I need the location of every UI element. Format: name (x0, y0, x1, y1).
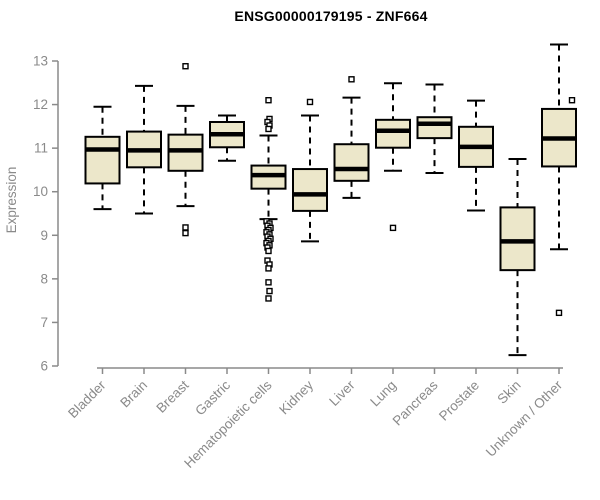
outlier-point (182, 63, 189, 70)
outlier-point (555, 309, 563, 317)
category-label: Pancreas (390, 377, 441, 428)
y-tick-label: 6 (40, 358, 48, 373)
category-label: Unknown / Other (483, 377, 566, 460)
category-label: Prostate (436, 378, 482, 424)
y-tick-label: 7 (40, 315, 48, 330)
box-group-prostate (458, 99, 494, 212)
iqr-box (167, 133, 204, 172)
iqr-box (375, 118, 411, 149)
category-label: Kidney (276, 377, 316, 417)
iqr-box (499, 206, 536, 272)
box-group-kidney (292, 98, 328, 243)
outlier-point (265, 295, 272, 302)
iqr-box (84, 135, 121, 185)
box-group-skin (499, 158, 536, 357)
category-label: Breast (153, 377, 191, 415)
y-tick-label: 12 (33, 97, 48, 112)
chart-title: ENSG00000179195 - ZNF664 (234, 8, 428, 24)
outlier-point (306, 98, 314, 106)
outlier-point (182, 224, 189, 231)
outlier-point (389, 224, 397, 232)
box-group-pancreas (416, 83, 453, 174)
outlier-point (348, 76, 355, 83)
outlier-point (568, 97, 576, 104)
category-label: Liver (326, 377, 358, 409)
category-label: Lung (367, 378, 399, 410)
box-group-lung (375, 82, 411, 232)
y-tick-label: 13 (33, 54, 48, 69)
category-label: Bladder (65, 377, 109, 421)
y-tick-label: 9 (40, 228, 48, 243)
outlier-point (265, 247, 272, 255)
category-label: Gastric (192, 377, 233, 418)
category-label: Skin (494, 378, 523, 407)
box-group-breast (167, 63, 204, 237)
outlier-point (265, 97, 272, 104)
y-tick-label: 11 (34, 141, 48, 156)
iqr-box (416, 116, 453, 140)
y-tick-label: 8 (40, 271, 48, 286)
box-group-bladder (84, 105, 121, 211)
category-label: Brain (117, 378, 150, 411)
outlier-point (265, 125, 272, 133)
box-group-liver (333, 76, 370, 199)
box-group-hematopoietic-cells (250, 97, 287, 302)
outlier-point (182, 229, 189, 237)
outlier-point (265, 279, 272, 286)
outlier-point (265, 265, 272, 272)
box-group-unknown-other (541, 43, 577, 317)
outlier-point (266, 287, 273, 295)
y-axis-title: Expression (4, 167, 19, 234)
y-tick-label: 10 (33, 184, 48, 199)
iqr-box (333, 143, 370, 182)
iqr-box (292, 168, 328, 212)
box-group-brain (126, 84, 162, 215)
box-group-gastric (209, 114, 245, 162)
